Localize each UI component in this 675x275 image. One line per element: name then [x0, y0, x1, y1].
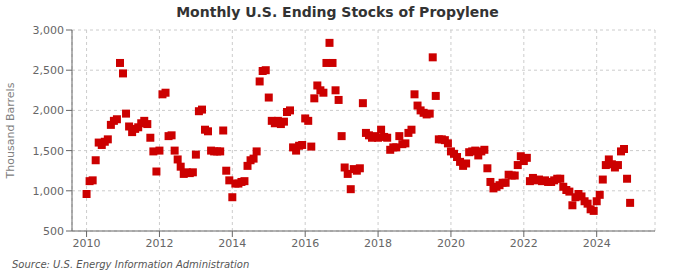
svg-text:2014: 2014: [218, 237, 246, 250]
svg-text:2020: 2020: [437, 237, 465, 250]
svg-text:2016: 2016: [291, 237, 319, 250]
svg-text:2018: 2018: [364, 237, 392, 250]
svg-text:2,000: 2,000: [33, 104, 65, 117]
svg-text:500: 500: [43, 225, 64, 238]
svg-text:2024: 2024: [583, 237, 611, 250]
html-text:Monthly U.S. Ending Stocks of: Monthly U.S. Ending Stocks of Propylene: [176, 4, 499, 20]
svg-text:2,500: 2,500: [33, 64, 65, 77]
svg-text:1,500: 1,500: [33, 145, 65, 158]
svg-text:2010: 2010: [73, 237, 101, 250]
svg-text:2012: 2012: [145, 237, 173, 250]
svg-text:Thousand Barrels: Thousand Barrels: [8, 82, 17, 179]
svg-text:1,000: 1,000: [33, 185, 65, 198]
svg-text:2022: 2022: [510, 237, 538, 250]
html-text:Source: U.S. Energy Informatio: Source: U.S. Energy Information Administ…: [12, 259, 250, 270]
svg-text:3,000: 3,000: [33, 24, 65, 37]
